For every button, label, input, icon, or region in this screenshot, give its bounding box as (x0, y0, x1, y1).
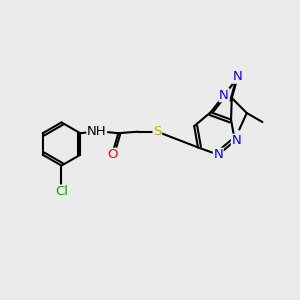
Text: NH: NH (87, 125, 106, 138)
Text: N: N (231, 134, 241, 147)
Text: N: N (213, 148, 223, 161)
Text: N: N (232, 70, 242, 83)
Text: O: O (108, 148, 118, 161)
Text: Cl: Cl (55, 185, 68, 198)
Text: S: S (153, 125, 161, 138)
Text: N: N (219, 89, 229, 102)
